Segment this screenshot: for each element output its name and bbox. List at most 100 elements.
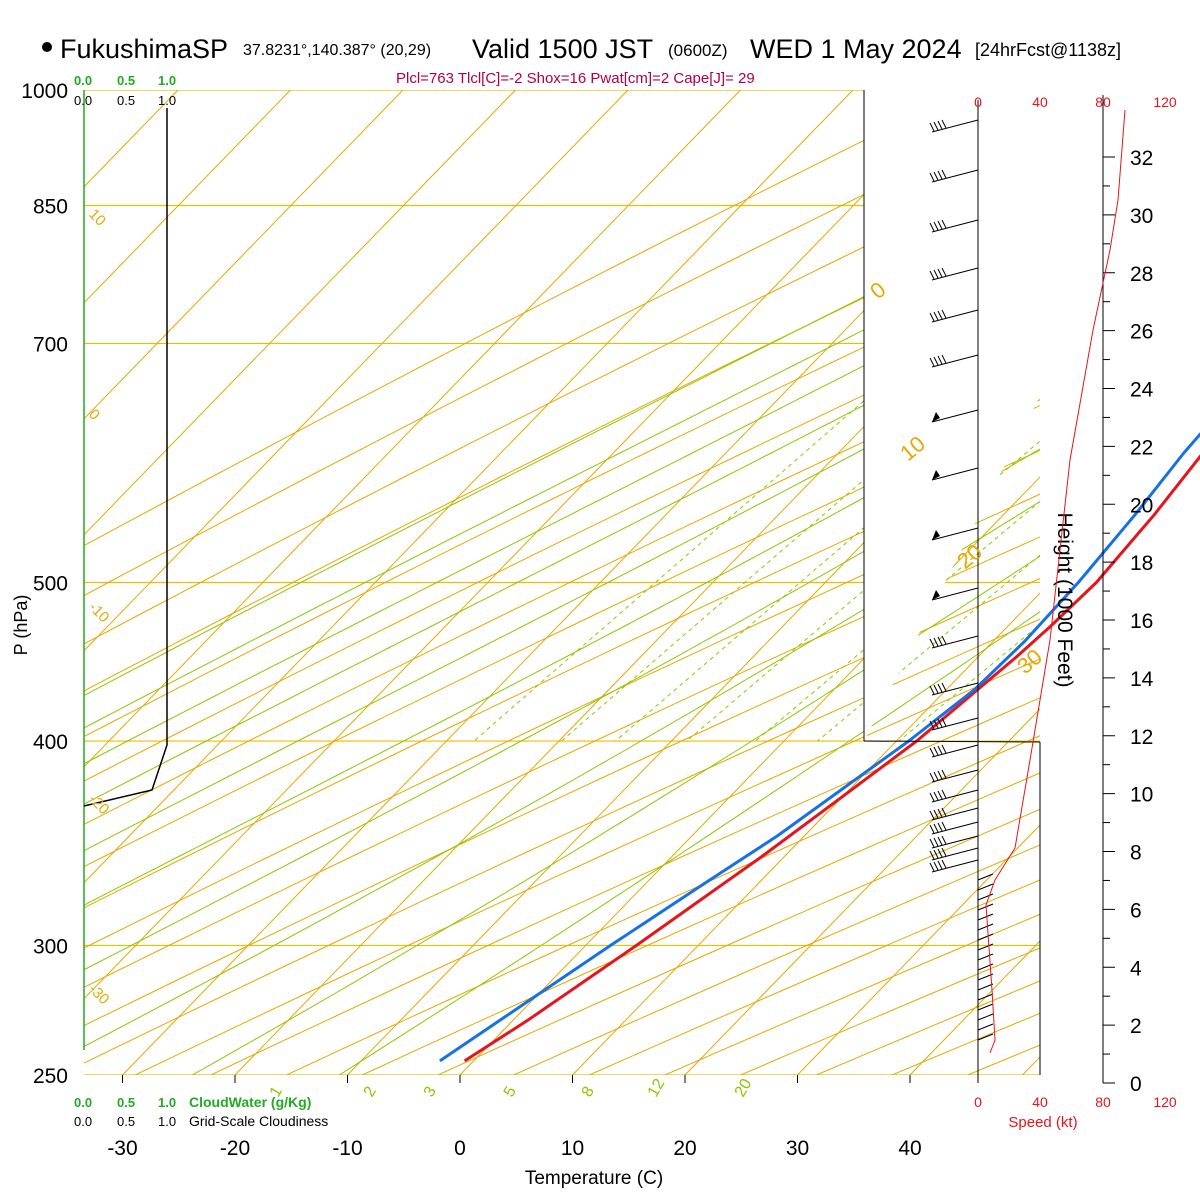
mixing-ratio-label: 12 [645,1076,669,1100]
isotherm-line [84,90,854,1075]
wind-barb-feather [941,847,947,857]
wind-barb-shaft [931,682,979,696]
cloudiness-top-tick: 0.5 [117,93,135,108]
wind-barb-feather [929,772,935,782]
wind-barb-shaft [931,219,979,233]
wind-barb-shaft [931,807,979,821]
speed-top-tick: 0 [974,94,982,110]
isotherm-line [84,90,629,1075]
wind-barb-low [977,1033,994,1041]
wind-barb-feather [941,769,947,779]
dry-adiabat [84,90,1040,1075]
isotherm-line [84,90,404,1075]
wind-barb-feather [941,354,947,364]
wind-barb-feather [937,860,943,870]
temperature-tick-label: 20 [673,1137,696,1160]
wind-barb-shaft [931,409,979,423]
isotherm-line [1022,90,1040,1075]
mixing-ratio-line [898,90,1040,742]
wind-barb-feather [933,791,939,801]
wind-barb-feather [929,222,935,232]
wind-barb-feather [941,309,947,319]
isotherm-line [347,90,1040,1075]
wind-barb-low [977,1013,994,1021]
cloud-water-bottom-tick: 0.0 [74,1095,92,1110]
mixing-ratio-line [561,90,1040,742]
dry-adiabat [84,90,1040,1075]
wind-barb-feather [929,810,935,820]
isotherm-line [84,90,516,1075]
wind-barb-feather [941,267,947,277]
cloud-water-bottom-tick: 0.5 [117,1095,135,1110]
height-tick-label: 8 [1130,842,1142,865]
wind-barb-feather [929,172,935,182]
wind-barb-shaft [931,717,979,731]
wind-barb-feather [929,720,935,730]
dry-adiabat [299,90,1040,1075]
valid-date: WED 1 May 2024 [750,34,962,64]
height-tick-label: 28 [1130,263,1153,286]
moist-adiabat [84,90,1040,1075]
mixing-ratio-label: 2 [361,1084,380,1100]
wind-barb-feather [929,824,935,834]
wind-barb-shaft [931,527,979,541]
wind-barb-low [977,923,994,931]
height-tick-label: 2 [1130,1015,1142,1038]
wind-barb-feather [941,119,947,129]
wind-barb-low [977,1003,994,1011]
pressure-tick-label: 500 [33,573,68,596]
wind-barb-low [977,913,994,921]
speed-bottom-tick: 40 [1032,1094,1048,1110]
wind-barb-feather [941,219,947,229]
cloud-water-top-tick: 0.0 [74,73,92,88]
cloud-water-top-tick: 1.0 [158,73,176,88]
dry-adiabat [84,90,1040,1075]
height-axis-label: Height (1000 Feet) [1053,512,1076,687]
wind-barb-feather [929,357,935,367]
wind-barb-pennant [932,412,940,422]
isotherm-line [84,90,966,1075]
height-tick-label: 18 [1130,552,1153,575]
height-tick-label: 26 [1130,321,1153,344]
height-tick-label: 14 [1130,668,1154,691]
wind-barb-feather [933,684,939,694]
wind-barb-feather [937,120,943,130]
speed-axis-label: Speed (kt) [1008,1114,1077,1131]
height-tick-label: 20 [1130,494,1153,517]
cloud-water-top-tick: 0.5 [117,73,135,88]
wind-barb-feather [933,719,939,729]
wind-barb-feather [937,170,943,180]
pressure-tick-label: 250 [33,1065,68,1088]
wind-barb-feather [937,220,943,230]
wind-barb-feather [937,848,943,858]
moist-adiabat [84,90,1040,1075]
wind-barb-shaft [931,119,979,133]
dry-adiabat [84,90,1040,1075]
moist-adiabat [84,90,1040,1075]
moist-adiabat [84,90,1040,1075]
wind-barb-shaft [931,789,979,803]
wind-barb-feather [937,808,943,818]
speed-bottom-tick: 120 [1153,1094,1177,1110]
pressure-tick-label: 1000 [21,80,68,103]
wind-barb-low [977,933,994,941]
mixing-ratio-line [817,90,1040,742]
wind-barb-feather [933,221,939,231]
height-tick-label: 30 [1130,205,1153,228]
dry-adiabat [149,90,1040,1075]
wind-barb-low [977,903,994,911]
wind-barb-feather [941,807,947,817]
wind-barb-feather [941,821,947,831]
dry-adiabat [84,90,1040,1075]
wind-barb-feather [937,718,943,728]
wind-barb-feather [929,638,935,648]
pressure-tick-label: 300 [33,935,68,958]
temperature-line [463,454,1200,1063]
wind-barb-shaft [931,769,979,783]
cloudiness-label: Grid-Scale Cloudiness [189,1113,328,1129]
temperature-tick-label: 30 [786,1137,809,1160]
wind-barb-feather [937,745,943,755]
wind-barb-feather [937,636,943,646]
isotherm-label: 20 [952,539,987,574]
